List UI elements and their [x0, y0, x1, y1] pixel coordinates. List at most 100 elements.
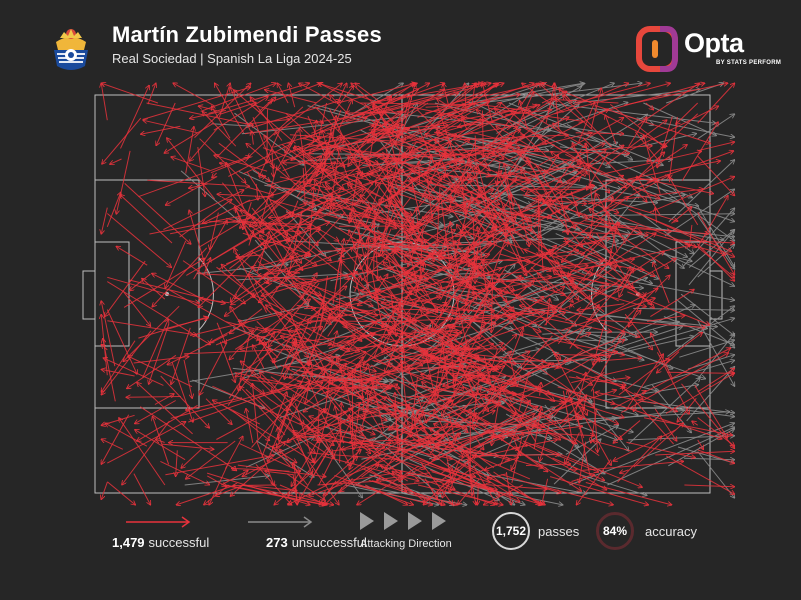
successful-pass-arrow — [666, 372, 735, 373]
successful-pass-arrow — [250, 186, 294, 227]
successful-pass-arrow — [197, 147, 205, 197]
successful-pass-arrow — [152, 247, 208, 307]
accuracy-badge: 84% — [596, 512, 634, 550]
unsuccessful-pass-arrow — [628, 378, 700, 445]
successful-pass-arrow — [340, 454, 388, 492]
successful-pass-arrow — [365, 427, 425, 462]
successful-pass-arrow — [697, 142, 735, 152]
successful-pass-arrow — [476, 242, 509, 277]
successful-pass-arrow — [273, 83, 342, 136]
successful-pass-arrow — [233, 485, 277, 486]
successful-pass-arrow — [116, 150, 131, 214]
successful-pass-arrow — [618, 332, 703, 396]
unsuccessful-pass-arrow — [628, 436, 735, 441]
successful-pass-arrow — [110, 158, 122, 164]
successful-pass-arrow — [477, 484, 478, 505]
successful-pass-arrow — [538, 194, 539, 257]
successful-pass-arrow — [161, 443, 214, 449]
successful-pass-arrow — [372, 359, 474, 395]
successful-pass-arrow — [574, 83, 651, 104]
successful-pass-arrow — [517, 145, 624, 213]
attacking-direction-label: Attacking Direction — [360, 538, 452, 550]
successful-pass-arrow — [133, 473, 151, 505]
successful-pass-arrow — [452, 375, 514, 376]
successful-pass-arrow — [568, 243, 596, 247]
successful-pass-arrow — [390, 104, 406, 135]
successful-pass-arrow — [185, 127, 194, 174]
successful-pass-arrow — [227, 348, 270, 406]
successful-pass-arrow — [308, 276, 352, 323]
unsuccessful-pass-arrow — [566, 124, 633, 160]
successful-pass-arrow — [582, 137, 647, 202]
left-six-yard-box — [94, 241, 130, 347]
unsuccessful-pass-arrow — [667, 306, 734, 357]
successful-pass-arrow — [392, 254, 428, 313]
successful-pass-arrow — [368, 448, 401, 449]
successful-pass-arrow — [505, 306, 601, 360]
successful-pass-arrow — [593, 109, 667, 147]
successful-pass-arrow — [599, 225, 708, 234]
successful-pass-arrow — [318, 83, 381, 104]
successful-pass-arrow — [286, 366, 346, 372]
successful-pass-arrow — [106, 213, 171, 268]
unsuccessful-pass-arrow — [514, 102, 554, 170]
successful-pass-arrow — [183, 359, 192, 399]
successful-pass-arrow — [333, 86, 354, 113]
successful-pass-arrow — [677, 397, 697, 422]
successful-pass-arrow — [590, 190, 596, 238]
successful-pass-arrow — [122, 420, 170, 485]
successful-pass-arrow — [210, 212, 219, 250]
successful-pass-arrow — [259, 131, 280, 177]
successful-pass-arrow — [186, 440, 236, 479]
successful-pass-arrow — [294, 402, 313, 462]
successful-pass-arrow — [386, 148, 388, 158]
successful-pass-arrow — [251, 381, 310, 448]
successful-pass-arrow — [437, 98, 464, 117]
successful-pass-arrow — [286, 413, 312, 474]
unsuccessful-pass-arrow — [592, 333, 673, 368]
successful-pass-arrow — [101, 330, 152, 395]
unsuccessful-pass-arrow — [211, 124, 250, 126]
successful-pass-arrow — [149, 214, 251, 235]
successful-pass-arrow — [241, 484, 297, 491]
unsuccessful-pass-arrow — [688, 229, 735, 286]
successful-pass-arrow — [447, 183, 541, 237]
successful-pass-arrow — [594, 105, 710, 144]
successful-pass-arrow — [156, 102, 176, 146]
successful-pass-arrow — [182, 260, 245, 304]
successful-pass-arrow — [605, 115, 617, 144]
successful-pass-arrow — [256, 441, 274, 486]
successful-pass-arrow — [645, 231, 726, 255]
unsuccessful-pass-arrow — [450, 289, 537, 301]
unsuccessful-pass-arrow — [697, 320, 735, 386]
successful-pass-arrow — [299, 169, 412, 206]
successful-pass-arrow — [128, 356, 193, 388]
successful-pass-arrow — [397, 480, 450, 486]
successful-pass-arrow — [425, 133, 456, 157]
successful-pass-arrow — [442, 342, 449, 389]
unsuccessful-pass-arrow — [479, 83, 642, 104]
successful-pass-arrow — [450, 206, 473, 240]
successful-pass-arrow — [250, 250, 321, 296]
successful-pass-arrow — [476, 334, 517, 374]
unsuccessful-pass-arrow — [602, 385, 699, 401]
successful-pass-arrow — [347, 157, 455, 191]
unsuccessful-label: unsuccessful — [291, 535, 367, 550]
unsuccessful-pass-arrow — [677, 446, 735, 463]
successful-pass-arrow — [106, 192, 121, 227]
successful-pass-arrow — [495, 108, 559, 168]
successful-pass-arrow — [288, 255, 362, 273]
successful-pass-arrow — [240, 361, 274, 389]
successful-pass-arrow — [102, 117, 142, 164]
successful-pass-arrow — [171, 361, 193, 422]
successful-passes — [101, 83, 734, 505]
successful-pass-arrow — [274, 470, 314, 505]
successful-pass-arrow — [200, 83, 276, 112]
successful-pass-arrow — [101, 207, 108, 235]
successful-pass-arrow — [343, 481, 432, 505]
successful-pass-arrow — [216, 322, 226, 344]
successful-pass-arrow — [492, 335, 553, 401]
successful-pass-arrow — [645, 102, 654, 110]
successful-pass-arrow — [665, 373, 735, 414]
successful-pass-arrow — [142, 278, 166, 300]
